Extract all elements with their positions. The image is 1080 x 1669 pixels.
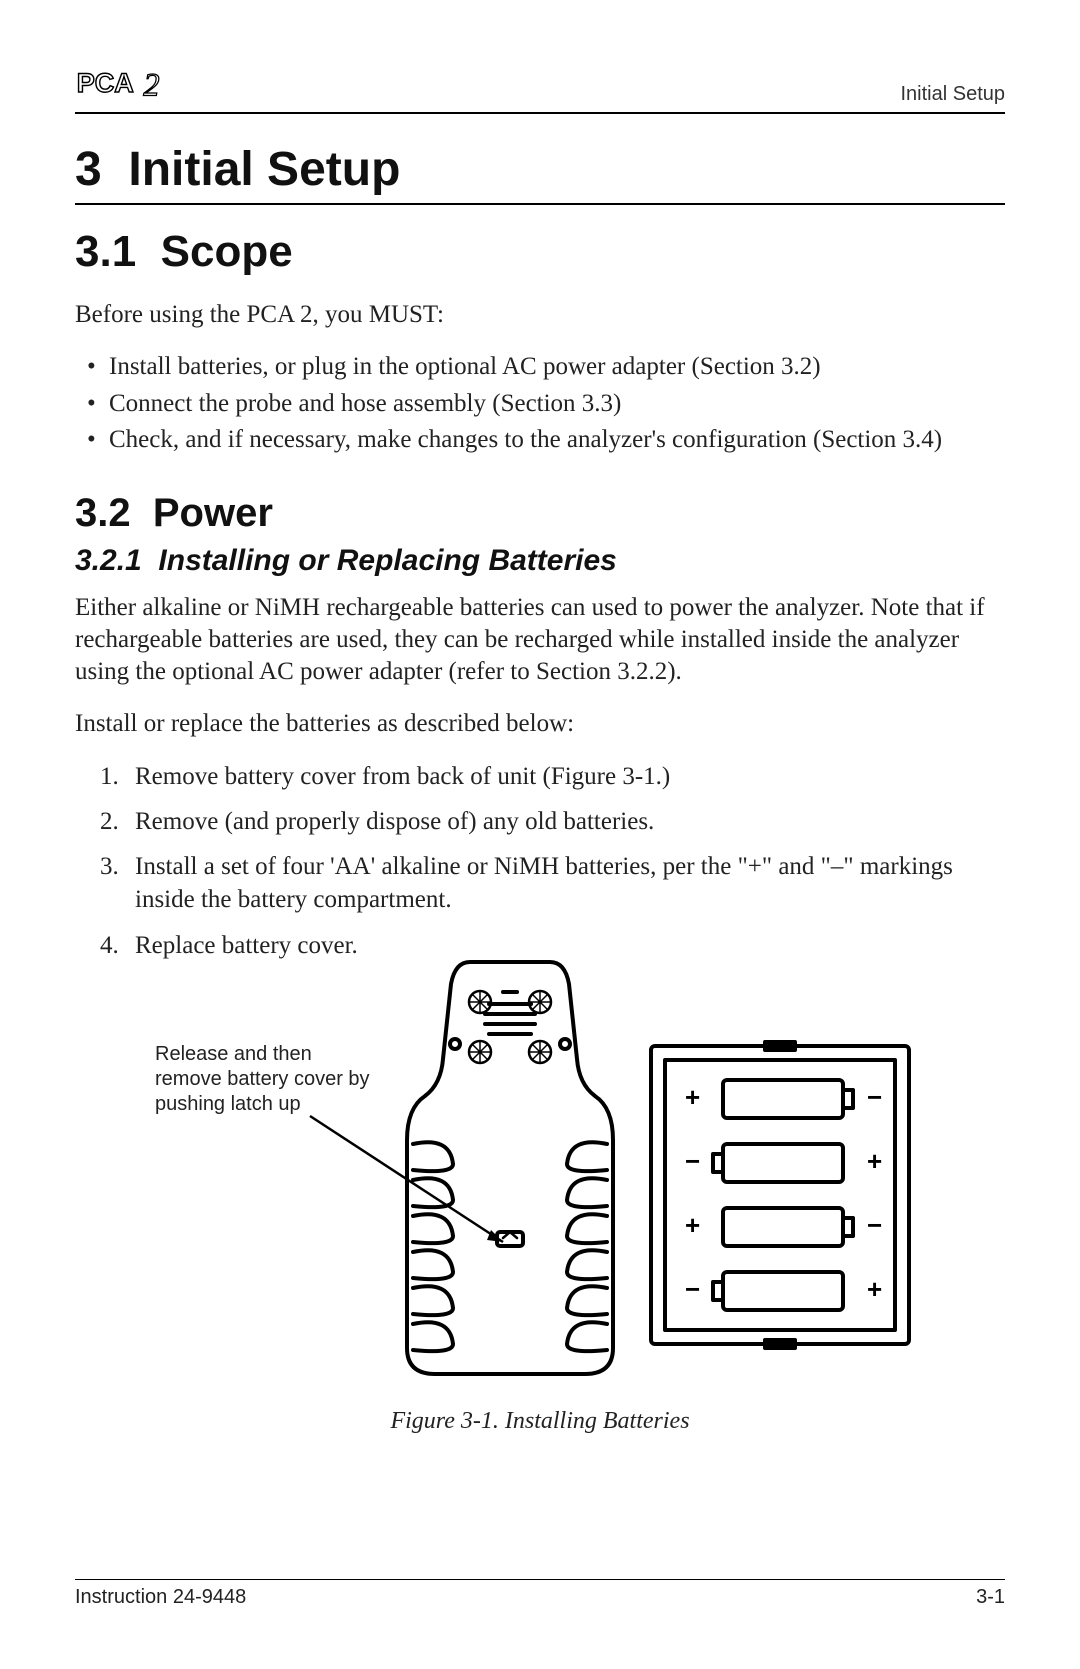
figure-3-1: Release and then remove battery cover by… bbox=[75, 974, 1005, 1404]
power-step: Install a set of four 'AA' alkaline or N… bbox=[125, 850, 1005, 917]
svg-text:+: + bbox=[867, 1146, 882, 1176]
footer-left: Instruction 24-9448 bbox=[75, 1586, 246, 1609]
svg-text:+: + bbox=[685, 1210, 700, 1240]
subsection-heading-scope: 3.1 Scope bbox=[75, 227, 1005, 277]
page-footer: Instruction 24-9448 3-1 bbox=[75, 1579, 1005, 1609]
svg-text:−: − bbox=[867, 1210, 882, 1240]
scope-number: 3.1 bbox=[75, 227, 136, 276]
power-sub-title: Installing or Replacing Batteries bbox=[158, 544, 616, 577]
header-section-label: Initial Setup bbox=[900, 83, 1005, 106]
scope-intro: Before using the PCA 2, you MUST: bbox=[75, 299, 1005, 331]
subsection-heading-power: 3.2 Power bbox=[75, 491, 1005, 536]
scope-bullet: Check, and if necessary, make changes to… bbox=[109, 424, 1005, 457]
svg-text:−: − bbox=[685, 1274, 700, 1304]
svg-text:2: 2 bbox=[143, 68, 159, 101]
power-step: Remove (and properly dispose of) any old… bbox=[125, 805, 1005, 838]
scope-bullet: Install batteries, or plug in the option… bbox=[109, 351, 1005, 384]
subsubsection-heading-batteries: 3.2.1 Installing or Replacing Batteries bbox=[75, 544, 1005, 578]
device-back-illustration bbox=[385, 944, 635, 1384]
svg-text:PCA: PCA bbox=[77, 68, 134, 98]
power-paragraph-2: Install or replace the batteries as desc… bbox=[75, 708, 1005, 740]
power-step: Remove battery cover from back of unit (… bbox=[125, 760, 1005, 793]
scope-title: Scope bbox=[161, 227, 293, 276]
svg-text:−: − bbox=[685, 1146, 700, 1176]
power-title: Power bbox=[153, 491, 273, 535]
svg-text:−: − bbox=[867, 1082, 882, 1112]
svg-text:+: + bbox=[685, 1082, 700, 1112]
power-sub-number: 3.2.1 bbox=[75, 544, 142, 577]
scope-bullet-list: Install batteries, or plug in the option… bbox=[75, 351, 1005, 457]
power-number: 3.2 bbox=[75, 491, 131, 535]
section-heading: 3 Initial Setup bbox=[75, 142, 1005, 205]
footer-right: 3-1 bbox=[976, 1586, 1005, 1609]
scope-bullet: Connect the probe and hose assembly (Sec… bbox=[109, 388, 1005, 421]
figure-caption: Figure 3-1. Installing Batteries bbox=[75, 1408, 1005, 1435]
power-paragraph-1: Either alkaline or NiMH rechargeable bat… bbox=[75, 592, 1005, 688]
figure-callout: Release and then remove battery cover by… bbox=[155, 1042, 375, 1117]
section-number: 3 bbox=[75, 143, 102, 196]
section-title: Initial Setup bbox=[128, 143, 400, 196]
battery-compartment-illustration: + − − + + − − + bbox=[645, 1040, 915, 1350]
power-steps-list: Remove battery cover from back of unit (… bbox=[75, 760, 1005, 962]
svg-text:+: + bbox=[867, 1274, 882, 1304]
page-header: PCA 2 Initial Setup bbox=[75, 65, 1005, 114]
logo: PCA 2 bbox=[75, 65, 183, 106]
